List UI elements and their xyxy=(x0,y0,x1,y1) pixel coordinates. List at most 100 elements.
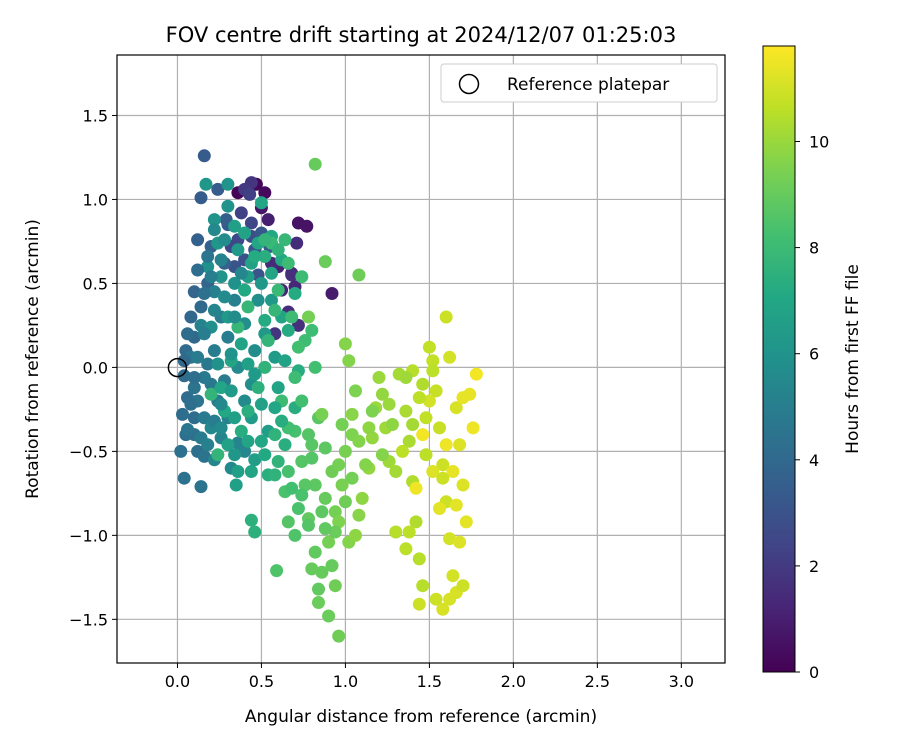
data-point xyxy=(288,287,302,300)
data-point xyxy=(466,421,480,435)
data-point xyxy=(312,596,325,609)
data-point xyxy=(265,266,278,280)
data-point xyxy=(305,438,319,452)
data-point xyxy=(184,310,198,324)
data-point xyxy=(318,255,332,269)
data-point xyxy=(446,569,460,583)
data-point xyxy=(419,411,433,425)
data-point xyxy=(184,397,198,411)
data-point xyxy=(241,300,255,314)
data-point xyxy=(426,364,440,378)
data-point xyxy=(355,491,369,505)
data-point xyxy=(315,565,329,579)
data-point xyxy=(298,478,312,492)
colorbar-tick-label: 10 xyxy=(809,132,829,151)
data-point xyxy=(325,559,339,573)
data-point xyxy=(221,177,235,191)
data-point xyxy=(399,542,413,556)
data-point xyxy=(456,579,470,593)
x-tick-label: 1.5 xyxy=(417,672,442,691)
data-point xyxy=(214,381,228,395)
data-point xyxy=(443,592,457,606)
data-point xyxy=(281,515,295,529)
y-tick-label: 0.5 xyxy=(83,274,108,293)
chart-title: FOV centre drift starting at 2024/12/07 … xyxy=(166,23,677,47)
data-point xyxy=(335,418,349,431)
data-point xyxy=(248,250,262,263)
y-tick-label: 0.0 xyxy=(83,358,108,377)
data-point xyxy=(419,448,433,462)
x-tick-label: 0.5 xyxy=(249,672,274,691)
data-point xyxy=(207,213,221,227)
data-point xyxy=(389,525,403,539)
data-point xyxy=(439,310,453,324)
data-point xyxy=(258,186,272,200)
data-point xyxy=(181,423,194,436)
x-tick-label: 2.5 xyxy=(585,672,610,691)
data-point xyxy=(177,471,191,485)
colorbar-ticks: 0 2 4 6 8 10 xyxy=(795,132,829,682)
data-point xyxy=(332,458,346,472)
data-point xyxy=(228,411,242,425)
data-point xyxy=(375,387,389,401)
data-point xyxy=(278,438,292,452)
data-point xyxy=(201,250,215,263)
data-point xyxy=(439,438,453,452)
data-point xyxy=(271,455,285,468)
data-point xyxy=(352,508,366,522)
data-point xyxy=(238,394,252,408)
data-point xyxy=(291,340,305,354)
data-point xyxy=(248,453,262,467)
colorbar-tick-label: 0 xyxy=(809,663,819,682)
data-point xyxy=(270,564,284,578)
data-point xyxy=(295,488,309,502)
data-point xyxy=(352,434,366,448)
data-point xyxy=(234,337,248,351)
data-point xyxy=(402,525,416,539)
data-point xyxy=(187,381,201,395)
data-point xyxy=(197,327,211,341)
data-point xyxy=(412,552,426,566)
data-point xyxy=(271,283,285,297)
data-point xyxy=(332,515,346,529)
data-point xyxy=(443,350,457,364)
data-point xyxy=(238,283,252,297)
y-axis: −1.5 −1.0 −0.5 0.0 0.5 1.0 1.5 xyxy=(69,106,117,629)
data-point xyxy=(285,310,299,324)
data-point xyxy=(412,597,426,611)
data-point xyxy=(224,384,238,398)
data-point xyxy=(385,418,399,431)
data-point xyxy=(345,471,359,485)
data-point xyxy=(243,187,257,201)
data-point xyxy=(244,465,258,478)
data-point xyxy=(248,367,262,381)
data-point xyxy=(433,502,446,515)
data-point xyxy=(449,401,463,415)
data-point xyxy=(288,371,302,384)
data-point xyxy=(308,157,322,171)
y-tick-label: 1.0 xyxy=(83,190,108,209)
data-point xyxy=(177,369,191,383)
data-point xyxy=(271,243,285,257)
data-point xyxy=(258,448,272,462)
data-point xyxy=(281,465,295,478)
plot-frame xyxy=(116,54,726,664)
data-point xyxy=(207,344,221,358)
data-point xyxy=(197,411,211,425)
data-point xyxy=(244,513,258,527)
data-point xyxy=(436,458,450,472)
data-point xyxy=(382,397,396,411)
data-point xyxy=(453,535,467,549)
data-point xyxy=(214,270,228,284)
data-point xyxy=(349,384,362,398)
data-point xyxy=(449,498,463,512)
data-point xyxy=(281,256,295,270)
data-point xyxy=(248,525,262,539)
data-point xyxy=(295,270,309,284)
data-point xyxy=(302,518,315,532)
legend-marker-icon xyxy=(458,73,480,95)
data-point xyxy=(399,404,413,418)
data-point xyxy=(426,465,440,478)
data-point xyxy=(446,465,460,478)
data-point xyxy=(218,233,231,247)
